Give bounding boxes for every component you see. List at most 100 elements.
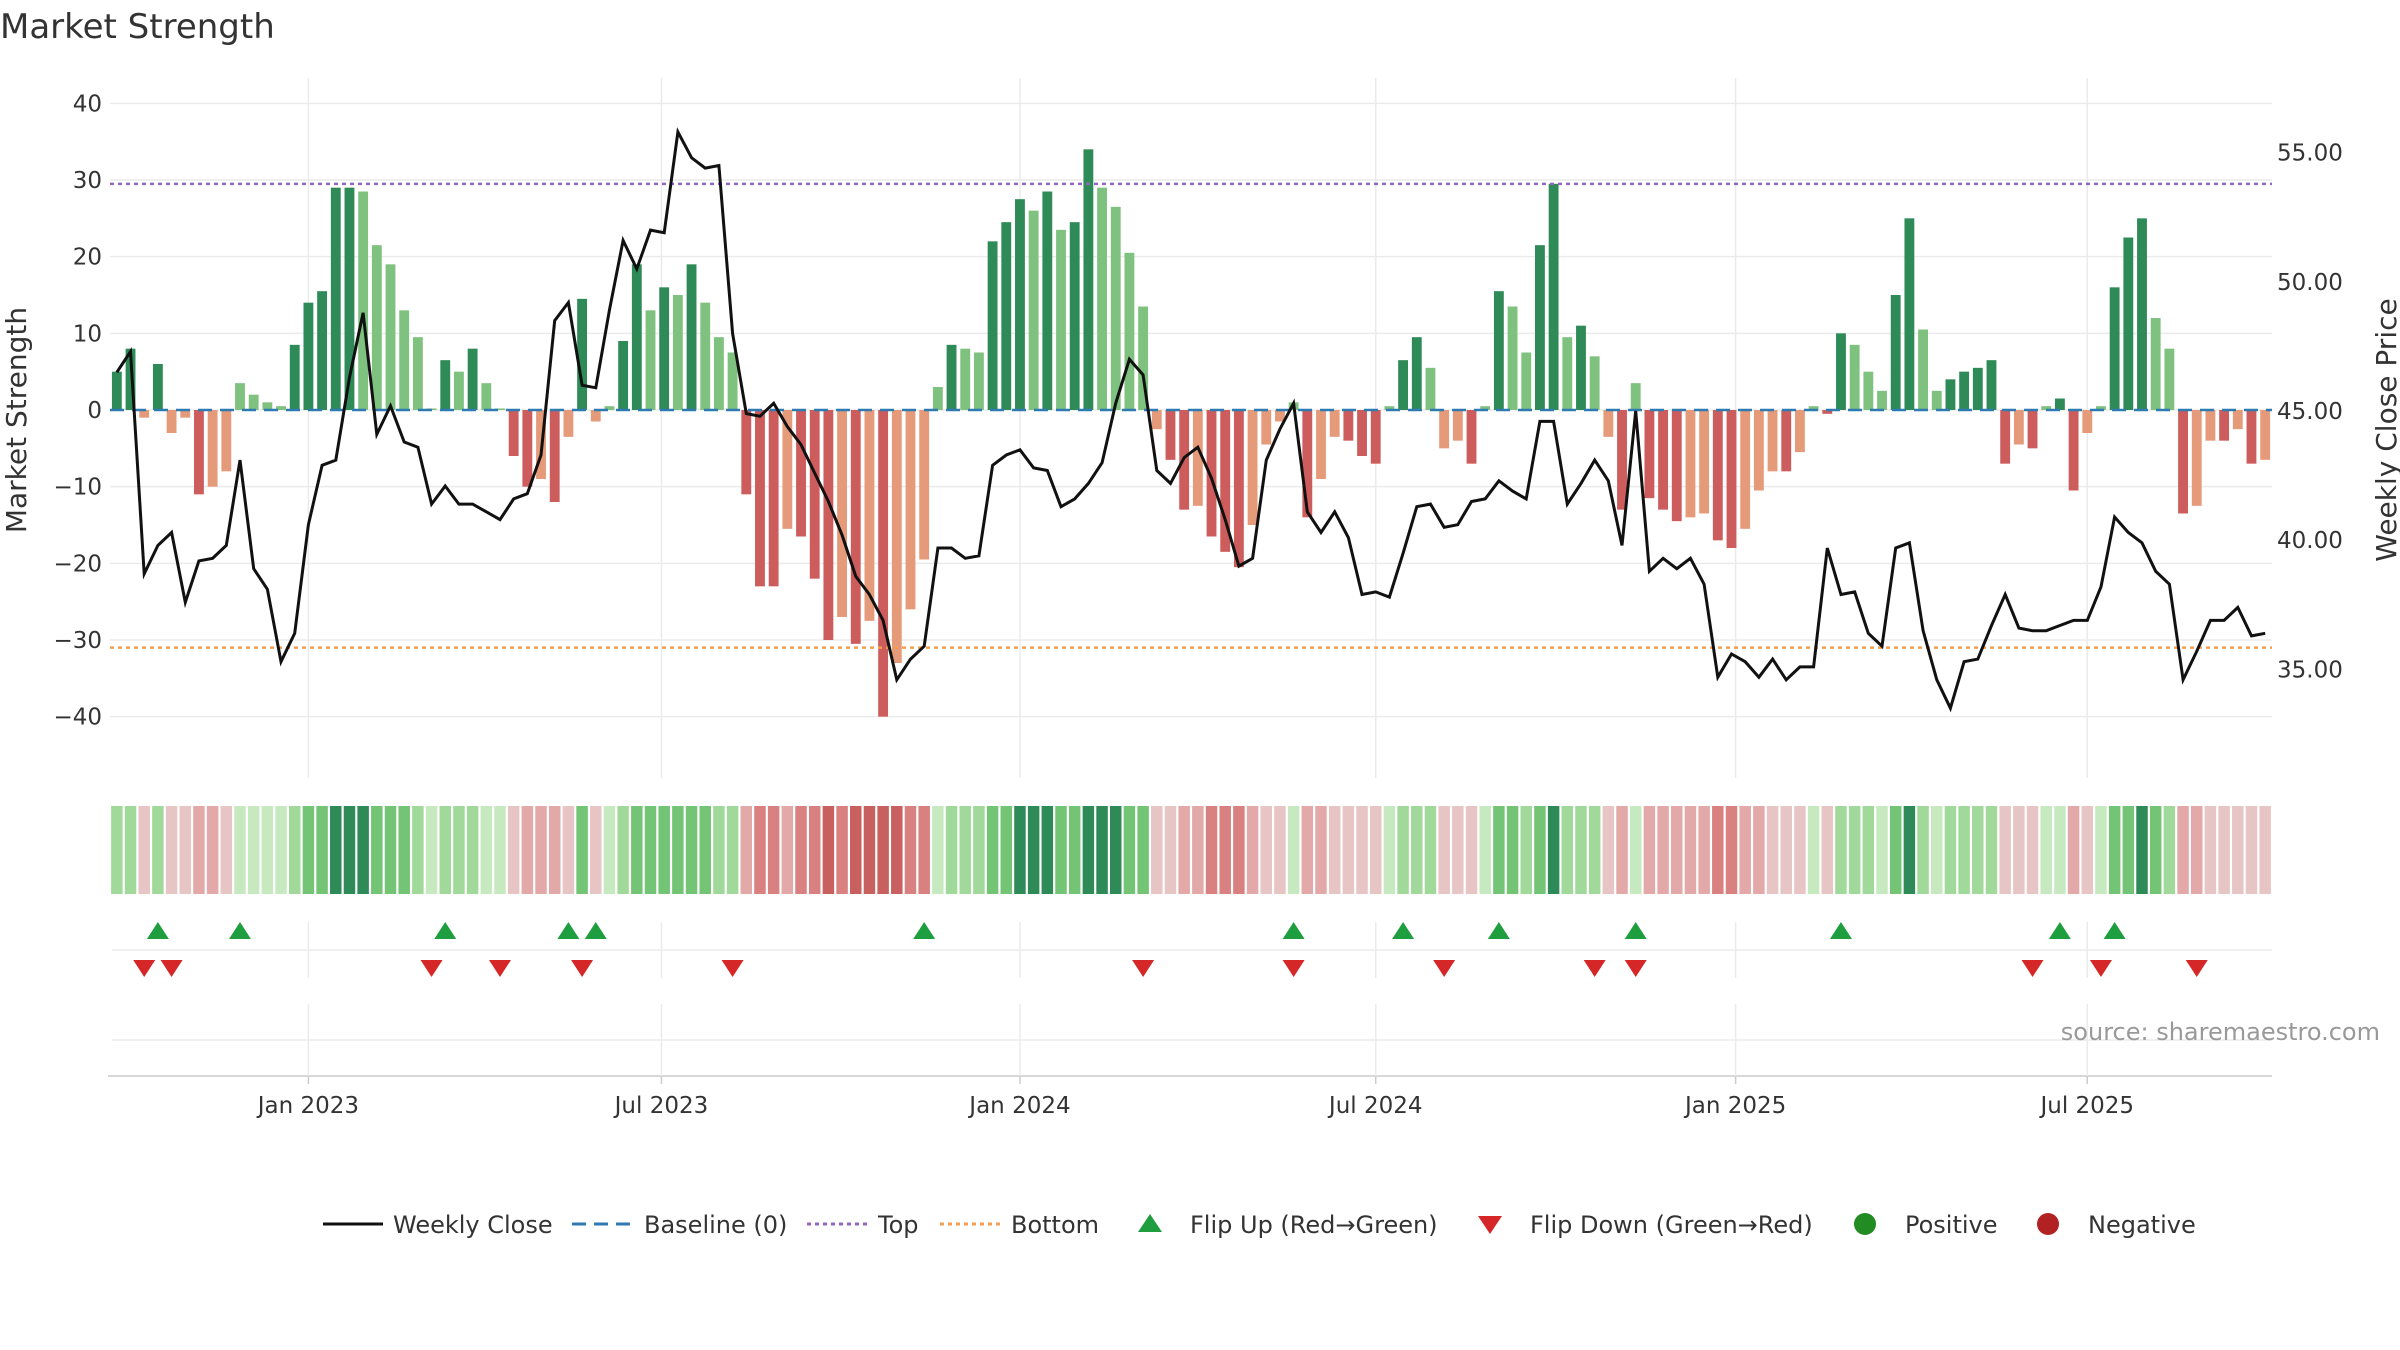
- negative-bar: [522, 410, 533, 487]
- flip-down-marker: [2021, 960, 2044, 977]
- right-tick-label: 35.00: [2277, 657, 2343, 683]
- flip-up-marker: [1487, 922, 1510, 939]
- flip-down-marker: [160, 960, 183, 977]
- negative-bar: [1452, 410, 1463, 441]
- heat-cell: [644, 806, 657, 894]
- positive-bar: [1863, 371, 1874, 410]
- heat-cell: [1958, 806, 1970, 894]
- legend-bottom: Bottom: [1011, 1211, 1099, 1239]
- negative-bar: [1781, 410, 1792, 472]
- positive-bar: [399, 310, 410, 410]
- right-tick-label: 50.00: [2277, 270, 2343, 296]
- heat-cell: [2054, 806, 2066, 894]
- right-tick-label: 40.00: [2277, 528, 2343, 554]
- negative-bar: [563, 410, 574, 437]
- strength-heat-strip: [111, 806, 2271, 894]
- negative-bar: [891, 410, 902, 663]
- flip-up-marker: [1829, 922, 1852, 939]
- negative-bar: [1302, 410, 1313, 518]
- flip-markers: [133, 922, 2208, 977]
- heat-cell: [754, 806, 766, 894]
- heat-cell: [1547, 806, 1560, 894]
- heat-cell: [2081, 806, 2094, 894]
- legend-weekly-close: Weekly Close: [393, 1211, 553, 1239]
- heat-cell: [1534, 806, 1546, 894]
- heat-cell: [330, 806, 342, 894]
- negative-bar: [782, 410, 793, 529]
- flip-down-marker: [488, 960, 511, 977]
- heat-cell: [631, 806, 643, 894]
- positive-bar: [412, 337, 423, 410]
- negative-bar: [1617, 410, 1627, 510]
- heat-cell: [1999, 806, 2011, 894]
- positive-bar: [1959, 371, 1970, 410]
- heat-cell: [2232, 806, 2244, 894]
- heat-cell: [1602, 806, 1615, 894]
- positive-bar: [713, 337, 724, 410]
- heat-cell: [439, 806, 451, 894]
- positive-bar: [672, 295, 683, 410]
- heat-cell: [193, 806, 205, 894]
- heat-cell: [316, 806, 328, 894]
- positive-bar: [1028, 210, 1039, 410]
- negative-bar: [1767, 410, 1778, 472]
- legend-flip-down: Flip Down (Green→Red): [1530, 1211, 1813, 1239]
- heat-cell: [535, 806, 547, 894]
- heat-cell: [1137, 806, 1149, 894]
- positive-bar: [111, 371, 122, 410]
- x-axis-ticks: Jan 2023 Jul 2023 Jan 2024 Jul 2024 Jan 2025…: [256, 1076, 2134, 1119]
- positive-bar: [2054, 398, 2065, 410]
- positive-bar: [330, 187, 341, 410]
- heat-cell: [877, 806, 889, 894]
- heat-cell: [343, 806, 356, 894]
- heat-cell: [590, 806, 602, 894]
- heat-cell: [1917, 806, 1929, 894]
- negative-bar: [864, 410, 875, 621]
- heat-cell: [1342, 806, 1355, 894]
- positive-bar: [371, 245, 382, 410]
- left-tick-label: 40: [73, 91, 102, 117]
- heat-cell: [617, 806, 629, 894]
- heat-cell: [836, 806, 848, 894]
- negative-bar: [755, 410, 765, 587]
- weekly-close-line: [115, 127, 2266, 713]
- negative-bar: [139, 410, 150, 418]
- flip-up-marker: [434, 922, 457, 939]
- heat-cell: [808, 806, 821, 894]
- heat-cell: [1493, 806, 1505, 894]
- positive-bar: [618, 341, 629, 410]
- positive-bar: [454, 371, 464, 410]
- heat-cell: [2026, 806, 2039, 894]
- heat-cell: [247, 806, 260, 894]
- heat-cell: [1246, 806, 1259, 894]
- heat-cell: [124, 806, 137, 894]
- heat-cell: [1274, 806, 1286, 894]
- heat-cell: [357, 806, 369, 894]
- negative-bar: [1603, 410, 1614, 437]
- heat-cell: [2122, 806, 2135, 894]
- left-tick-label: −10: [53, 475, 102, 501]
- positive-bar: [1986, 360, 1997, 410]
- positive-bar: [358, 191, 369, 410]
- negative-bar: [1329, 410, 1340, 437]
- right-y-ticks: 55.00 50.00 45.00 40.00 35.00: [2277, 141, 2343, 684]
- right-tick-label: 45.00: [2277, 399, 2343, 425]
- heat-cell: [1575, 806, 1587, 894]
- heat-cell: [2190, 806, 2203, 894]
- heat-cell: [562, 806, 575, 894]
- flip-up-marker: [584, 922, 607, 939]
- positive-bar: [467, 348, 478, 410]
- heat-cell: [1725, 806, 1738, 894]
- heat-cell: [932, 806, 944, 894]
- negative-bar: [809, 410, 820, 579]
- negative-bar: [166, 410, 177, 433]
- heat-cell: [1739, 806, 1751, 894]
- heat-cell: [2218, 806, 2230, 894]
- negative-bar: [1658, 410, 1669, 510]
- negative-bar: [1370, 410, 1381, 464]
- heat-cell: [165, 806, 178, 894]
- positive-bar: [960, 348, 971, 410]
- heat-cell: [398, 806, 410, 894]
- positive-bar: [1480, 406, 1491, 410]
